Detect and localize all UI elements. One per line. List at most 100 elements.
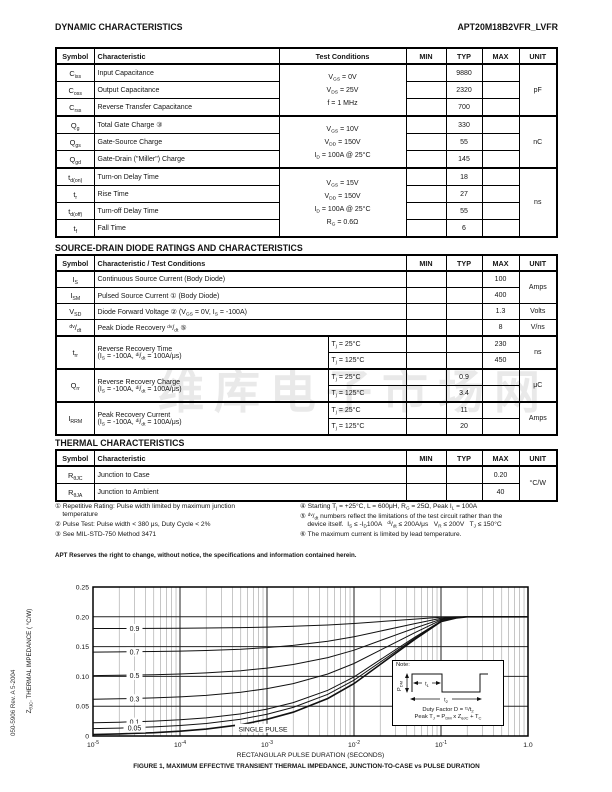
table-cell [405, 185, 447, 203]
column-header: UNIT [518, 449, 558, 467]
svg-text:PDM: PDM [397, 681, 403, 691]
table-cell [405, 335, 447, 353]
chart-y-axis-label: ZθJC, THERMAL IMPEDANCE ( °C/W) [26, 608, 34, 714]
table-cell [405, 167, 447, 186]
table-cell: Tj = 125°C [327, 385, 407, 403]
table-cell [405, 303, 447, 320]
table-cell [405, 115, 447, 134]
table-cell [405, 465, 447, 484]
table-cell: °C/W [518, 465, 558, 502]
duty-factor-formula: Duty Factor D = t1/t2 [422, 705, 474, 714]
table-cell: Pulsed Source Current ① (Body Diode) [93, 287, 407, 304]
table-cell [405, 352, 447, 370]
svg-text:10-2: 10-2 [348, 740, 360, 749]
footnote: ⑥ The maximum current is limited by lead… [300, 530, 462, 538]
table-cell [481, 385, 520, 403]
table-cell: 0.9 [445, 368, 483, 386]
table-cell: Reverse Recovery Charge (IS = -100A, di/d… [93, 368, 329, 403]
note-title: Note: [396, 662, 410, 668]
dynamic-characteristics-table: Symbol Characteristic Test Conditions MIN TY… [55, 47, 558, 238]
table-cell: tr [55, 185, 95, 203]
table-cell [405, 270, 447, 288]
table-cell: 700 [445, 98, 483, 117]
table-cell: 100 [481, 270, 520, 288]
table-row: Ciss Input Capacitance VGS = 0V VDS = 25V f … [55, 63, 558, 117]
column-header: TYP [445, 47, 483, 65]
table-row: RθJC Junction to Case 0.20 °C/W [55, 465, 558, 502]
table-cell [405, 418, 447, 436]
section-title-thermal: THERMAL CHARACTERISTICS [55, 438, 185, 448]
table-row: IRRM Peak Recovery Current (IS = -100A, di… [55, 401, 558, 436]
chart-note-box: Note: PDM t1 t2 Duty Factor D = t1/t2 Peak… [392, 660, 504, 726]
table-cell: Volts [518, 303, 558, 320]
table-cell [481, 202, 520, 220]
svg-text:10-3: 10-3 [261, 740, 273, 749]
table-cell: Junction to Case [93, 465, 407, 484]
table-cell: dv/dt [55, 319, 95, 337]
table-row: Qg Total Gate Charge ③ VGS = 10V VDD = 150V… [55, 115, 558, 169]
svg-text:0.20: 0.20 [76, 614, 89, 621]
table-cell [445, 319, 483, 337]
table-row: td(on) Turn-on Delay Time VGS = 15V VDD = 1… [55, 167, 558, 238]
table-cell [445, 465, 483, 484]
svg-text:0.15: 0.15 [76, 644, 89, 651]
table-cell: 330 [445, 115, 483, 134]
table-header-row: Symbol Characteristic Test Conditions MIN TY… [55, 47, 558, 65]
column-header: UNIT [518, 254, 558, 272]
svg-text:t2: t2 [444, 698, 449, 704]
table-cell [405, 133, 447, 151]
table-cell: 400 [481, 287, 520, 304]
footnote: ③ See MIL-STD-750 Method 3471 [55, 530, 157, 538]
table-cell [405, 150, 447, 169]
table-cell: Turn-on Delay Time [93, 167, 280, 186]
column-header: MAX [481, 254, 520, 272]
svg-text:0.7: 0.7 [130, 649, 140, 656]
table-cell: nC [518, 115, 558, 169]
table-cell: Qgs [55, 133, 95, 151]
table-cell: Tj = 25°C [327, 335, 407, 353]
column-header: MIN [405, 449, 447, 467]
table-row: Tj = 125°C 450 [56, 352, 557, 370]
svg-text:0.05: 0.05 [128, 726, 142, 733]
page-header: DYNAMIC CHARACTERISTICS APT20M18B2VFR_LV… [55, 22, 558, 32]
table-cell [405, 202, 447, 220]
table-header-row: Symbol Characteristic MIN TYP MAX UNIT [55, 449, 558, 467]
table-cell [405, 287, 447, 304]
table-cell: Reverse Transfer Capacitance [93, 98, 280, 117]
table-row: ISM Pulsed Source Current ① (Body Diode) 4… [55, 287, 557, 304]
table-row: Crss Reverse Transfer Capacitance 700 [55, 98, 557, 117]
table-cell [481, 418, 520, 436]
svg-text:1.0: 1.0 [523, 742, 533, 749]
table-cell: 6 [445, 219, 483, 238]
column-header: Symbol [55, 449, 95, 467]
table-cell: td(off) [55, 202, 95, 220]
section-title-diode: SOURCE-DRAIN DIODE RATINGS AND CHARACTER… [55, 243, 303, 253]
table-cell [481, 150, 520, 169]
column-header: Symbol [55, 254, 95, 272]
table-cell: 20 [445, 418, 483, 436]
curve-single-pulse [92, 615, 528, 736]
table-cell: Total Gate Charge ③ [93, 115, 280, 134]
table-cell [481, 401, 520, 419]
footnote: ① Repetitive Rating: Pulse width limited… [55, 503, 235, 518]
table-cell: 8 [481, 319, 520, 337]
svg-text:0.3: 0.3 [130, 696, 140, 703]
axis-labels: 0.25 0.20 0.15 0.10 0.05 010-5 10-4 10-3 10-2 10-… [76, 585, 533, 760]
table-cell: μC [518, 368, 558, 403]
table-cell: Junction to Ambient [93, 483, 407, 502]
table-row: Tj = 125°C 20 [56, 418, 557, 436]
curve-duty-0.9 [93, 616, 528, 629]
column-header: TYP [445, 254, 483, 272]
table-cell [445, 303, 483, 320]
peak-tj-formula: Peak TJ = PDM x ZθJC + TC [414, 714, 482, 721]
table-header-row: Symbol Characteristic / Test Conditions MI… [55, 254, 558, 272]
table-cell [481, 81, 520, 99]
table-cell: Rise Time [93, 185, 280, 203]
table-cell: 2320 [445, 81, 483, 99]
table-cell [405, 401, 447, 419]
table-cell [481, 133, 520, 151]
table-cell: RθJC [55, 465, 95, 484]
table-cell: IS [55, 270, 95, 288]
table-cell [405, 368, 447, 386]
